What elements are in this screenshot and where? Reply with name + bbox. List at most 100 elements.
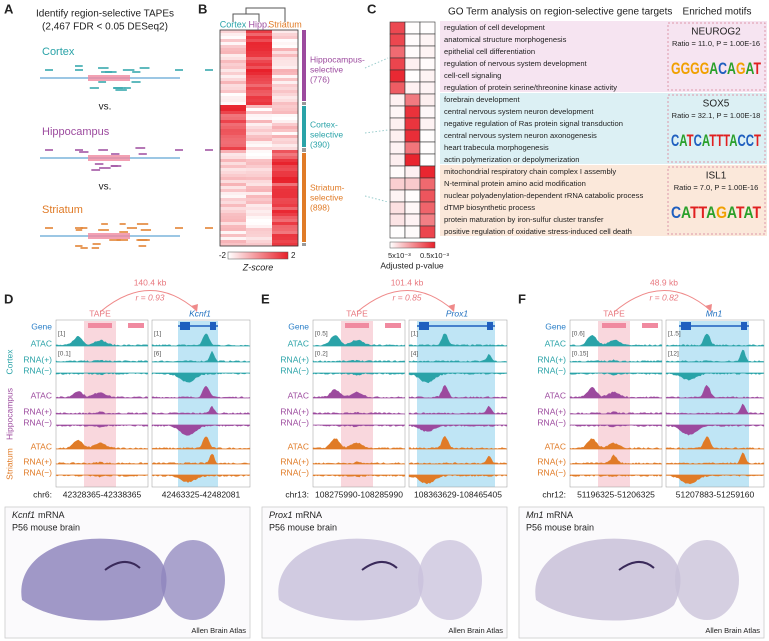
- heat-cell: [389, 45, 406, 59]
- heat-cell: [220, 99, 246, 103]
- track-label: ATAC: [288, 338, 309, 348]
- group-label: Cortex-: [310, 119, 338, 129]
- heat-cell: [246, 168, 272, 172]
- track-label: Gene: [288, 321, 309, 331]
- region-label: Hippocampus: [4, 388, 14, 440]
- track-label: RNA(+): [23, 456, 52, 466]
- heat-cell: [419, 21, 436, 35]
- panel-label: A: [4, 1, 14, 16]
- heat-cell: [246, 45, 272, 49]
- heat-cell: [272, 180, 298, 184]
- heat-cell: [272, 213, 298, 217]
- tape-label: TAPE: [603, 308, 625, 318]
- heat-cell: [220, 72, 246, 76]
- heat-cell: [272, 186, 298, 190]
- signal: [312, 424, 406, 428]
- group-bar: [302, 243, 306, 246]
- motif-box: [667, 166, 766, 235]
- vs-label: vs.: [99, 102, 112, 113]
- panel-title: Identify region-selective TAPEs: [36, 9, 174, 20]
- heat-cell: [246, 156, 272, 160]
- signal: [55, 359, 149, 363]
- heat-cell: [419, 117, 436, 131]
- heat-cell: [246, 204, 272, 208]
- track-label: ATAC: [31, 441, 52, 451]
- heat-cell: [272, 39, 298, 43]
- heat-cell: [246, 231, 272, 235]
- heat-cell: [246, 222, 272, 226]
- heat-cell: [272, 219, 298, 223]
- heat-cell: [272, 78, 298, 82]
- heat-cell: [220, 210, 246, 214]
- heat-cell: [272, 66, 298, 70]
- heat-cell: [272, 240, 298, 244]
- signal: [408, 354, 508, 363]
- region-label: Cortex: [4, 349, 14, 375]
- connector: [364, 57, 389, 69]
- brain-cerebrum: [278, 538, 424, 621]
- heat-cell: [272, 117, 298, 121]
- heat-cell: [246, 201, 272, 205]
- signal: [312, 438, 406, 450]
- group-label: (898): [310, 202, 330, 212]
- track-label: Gene: [31, 321, 52, 331]
- heat-cell: [220, 168, 246, 172]
- signal: [569, 454, 663, 465]
- heat-cell: [246, 162, 272, 166]
- logo-letter: G: [736, 59, 746, 78]
- go-term: positive regulation of oxidative stress-…: [444, 227, 632, 236]
- heat-cell: [220, 207, 246, 211]
- heat-cell: [220, 216, 246, 220]
- signal: [312, 411, 406, 415]
- heat-cell: [220, 240, 246, 244]
- heat-cell: [220, 78, 246, 82]
- panel-label: B: [198, 1, 207, 16]
- heat-cell: [272, 84, 298, 88]
- tape-shade: [341, 321, 373, 487]
- logo-letter: T: [754, 131, 761, 150]
- heat-cell: [220, 114, 246, 118]
- heat-cell: [272, 51, 298, 55]
- heat-cell: [220, 57, 246, 61]
- heat-cell: [220, 165, 246, 169]
- column-label: Hipp.: [248, 19, 269, 29]
- heat-cell: [272, 228, 298, 232]
- group-label: selective: [310, 64, 343, 74]
- track-label: RNA(+): [280, 406, 309, 416]
- go-term: epithelial cell differentiation: [444, 47, 535, 56]
- track-label: RNA(−): [537, 467, 566, 477]
- heat-cell: [220, 219, 246, 223]
- heat-cell: [272, 192, 298, 196]
- arrow-head: [705, 304, 712, 312]
- logo-letter: G: [681, 59, 691, 78]
- heat-cell: [220, 225, 246, 229]
- heat-cell: [272, 225, 298, 229]
- heat-cell: [404, 129, 421, 143]
- scale-label: [1.5]: [668, 331, 681, 338]
- logo-letter: T: [690, 203, 699, 222]
- logo-letter: G: [700, 59, 710, 78]
- group-label: (776): [310, 74, 330, 84]
- heat-cell: [246, 81, 272, 85]
- loop-correlation: r = 0.82: [649, 292, 678, 302]
- heat-cell: [404, 165, 421, 179]
- heat-cell: [272, 144, 298, 148]
- heat-cell: [220, 144, 246, 148]
- heat-cell: [389, 141, 406, 155]
- brain-cerebellum: [418, 540, 482, 620]
- heat-cell: [389, 129, 406, 143]
- logo-letter: A: [727, 203, 737, 222]
- scale-label: [1]: [58, 331, 65, 338]
- heat-cell: [272, 129, 298, 133]
- window-frame: [408, 319, 508, 488]
- heat-cell: [419, 45, 436, 59]
- motif-name: SOX5: [703, 99, 730, 110]
- heat-cell: [272, 243, 298, 247]
- logo-letter: G: [716, 203, 727, 222]
- caption-gene: Mn1: [526, 510, 544, 520]
- heat-cell: [272, 90, 298, 94]
- window-frame: [55, 319, 149, 488]
- go-term: forebrain development: [444, 95, 520, 104]
- heatmap-frame: [219, 29, 299, 247]
- heat-cell: [389, 153, 406, 167]
